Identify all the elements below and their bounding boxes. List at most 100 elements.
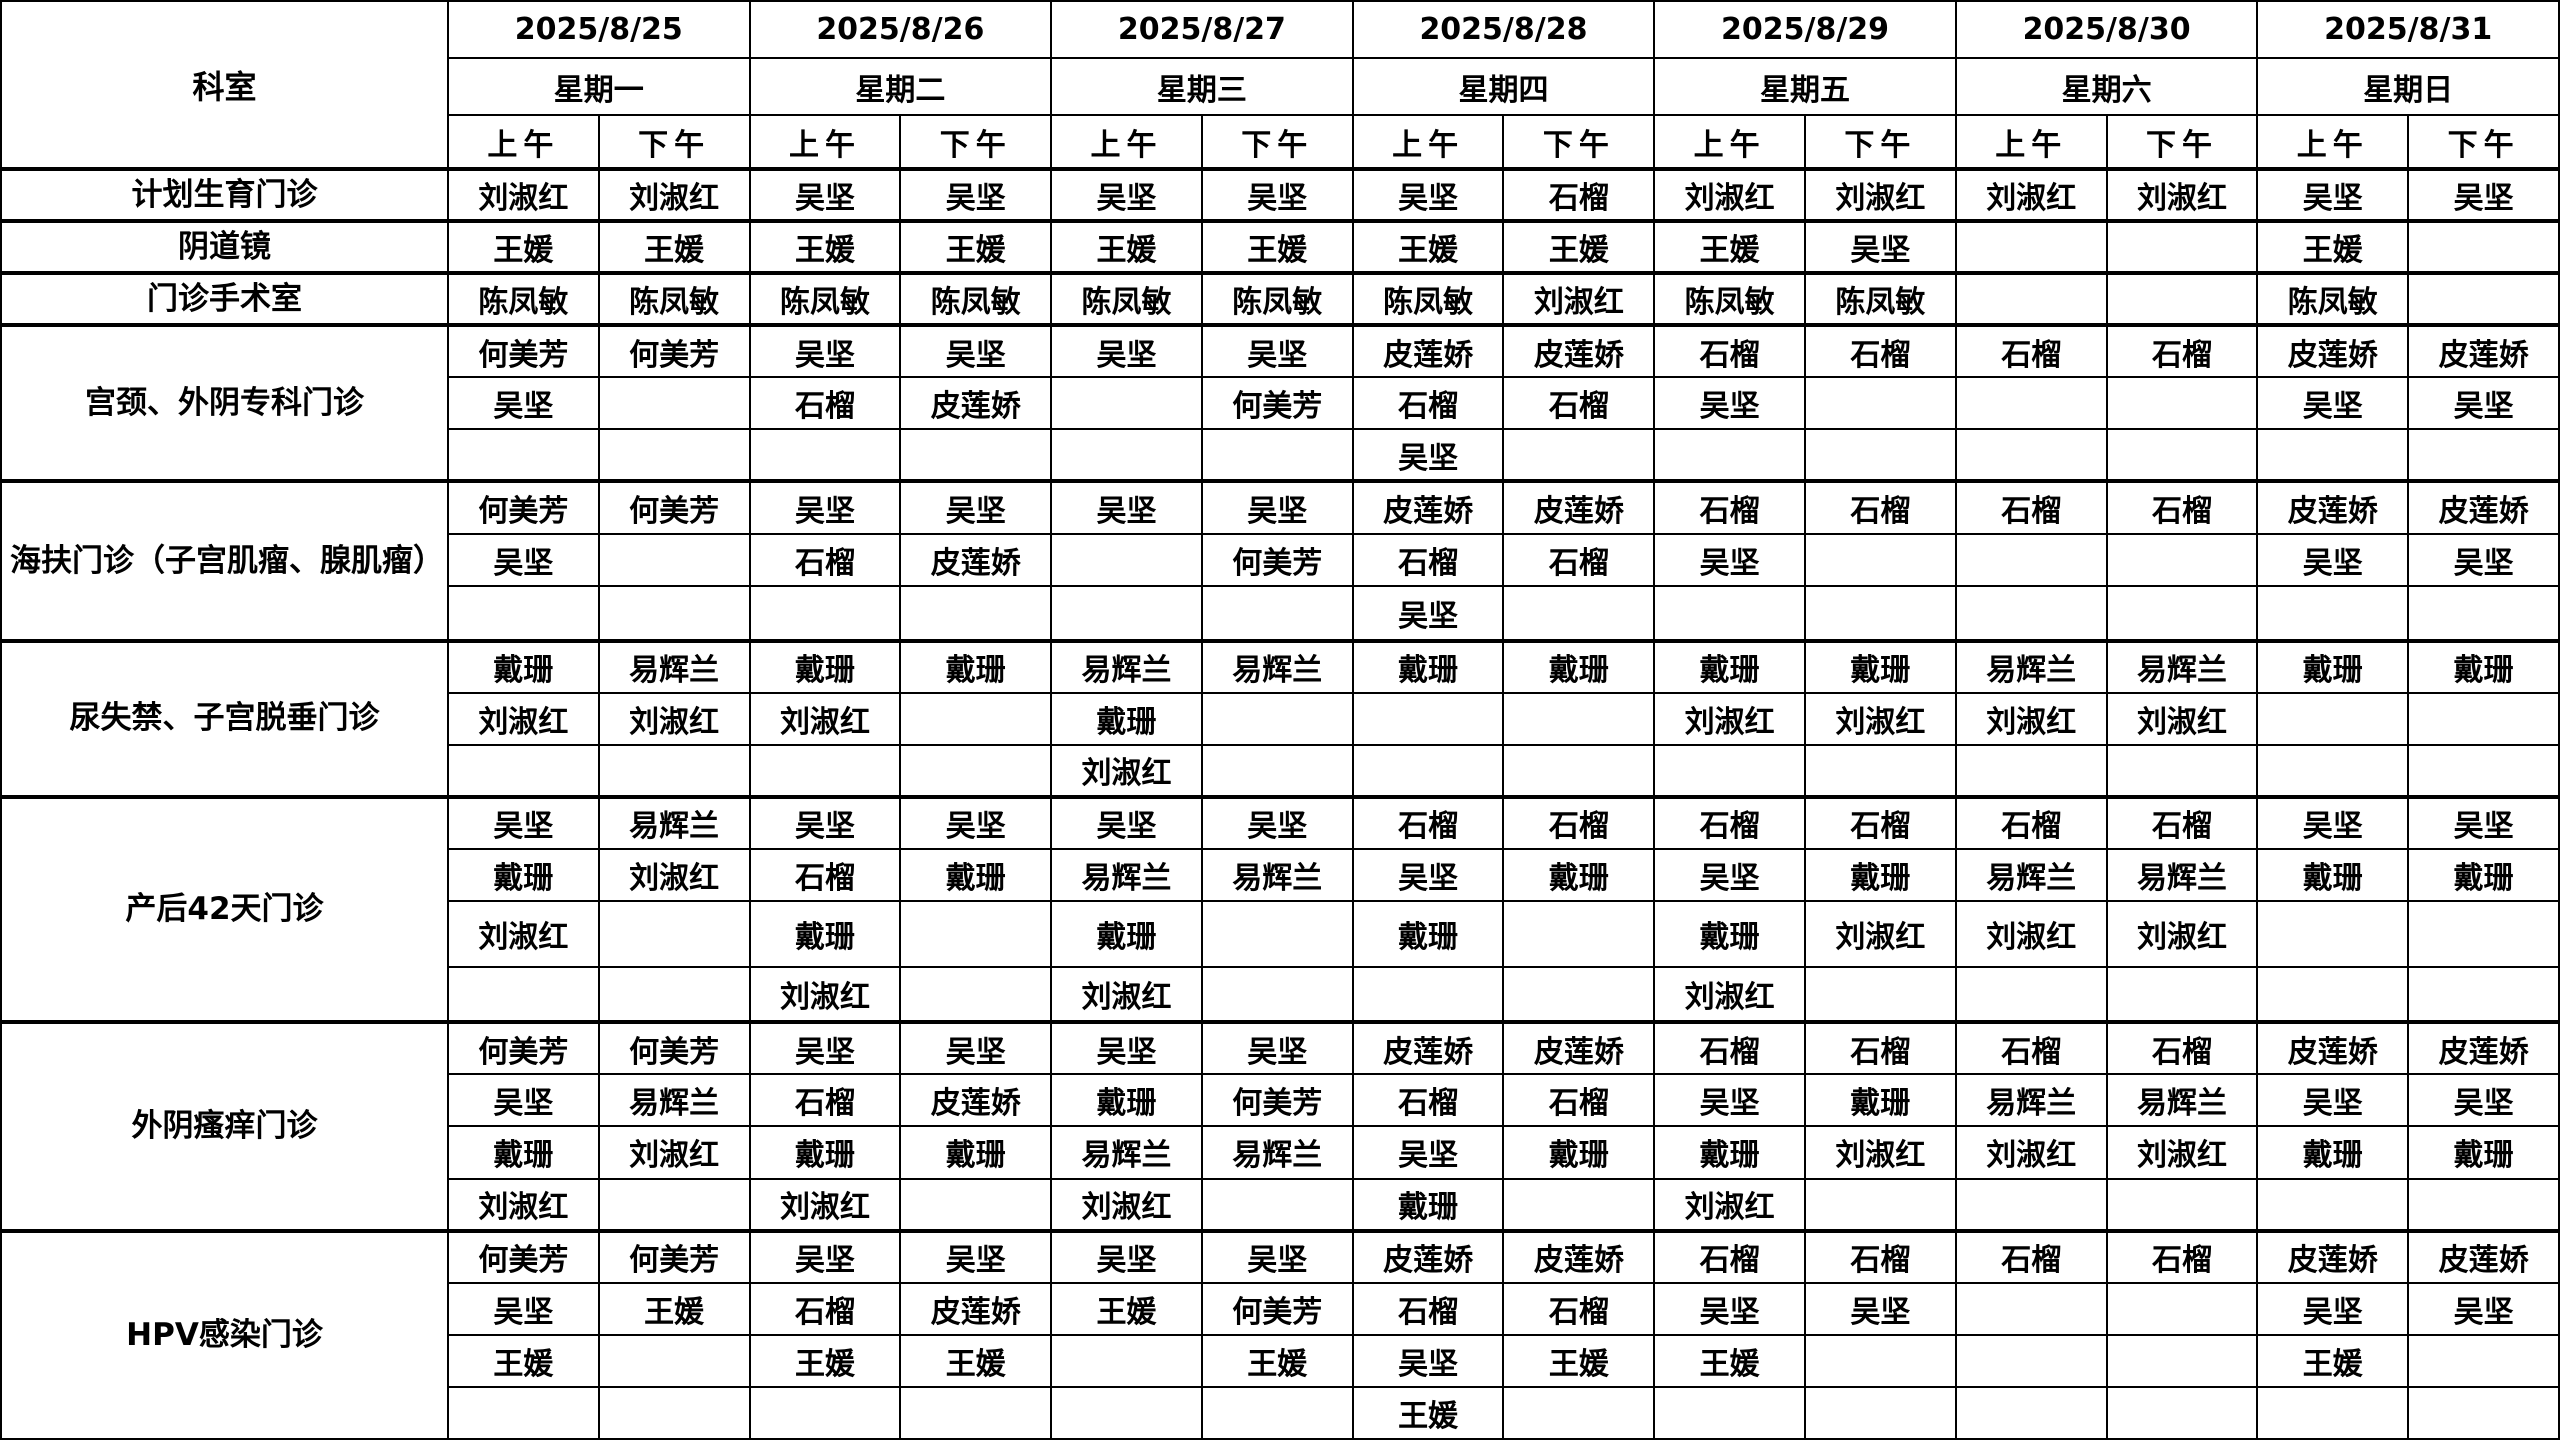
doctor-cell: 易辉兰 <box>597 638 751 694</box>
doctor-cell <box>2105 743 2259 798</box>
doctor-cell <box>899 428 1053 483</box>
doctor-cell: 吴坚 <box>2407 794 2560 851</box>
doctor-cell: 吴坚 <box>2256 794 2410 851</box>
doctor-cell: 戴珊 <box>2256 848 2410 903</box>
doctor-cell: 戴珊 <box>1804 638 1957 694</box>
schedule-row: HPV感染门诊 何美芳 何美芳 吴坚 吴坚 吴坚 吴坚 皮莲娇 皮莲娇 石榴 石榴 石榴 石榴 皮莲娇 皮莲… <box>0 1228 2560 1440</box>
doctor-cell <box>1804 376 1957 431</box>
doctor-cell <box>1351 966 1505 1024</box>
doctor-cell: 王媛 <box>2256 1333 2410 1388</box>
doctor-cell: 吴坚 <box>899 479 1053 535</box>
doctor-cell <box>2407 1385 2560 1440</box>
doctor-cell <box>1804 1333 1957 1388</box>
doctor-cell: 石榴 <box>1804 1020 1957 1076</box>
session-row: 上午 下午 上午 下午 上午 下午 上午 下午 上午 下午 上午 下午 上午 下午 <box>1 114 2560 170</box>
doctor-cell: 皮莲娇 <box>2407 1020 2560 1076</box>
doctor-cell: 戴珊 <box>2407 638 2560 694</box>
doctor-cell: 刘淑红 <box>2105 691 2259 746</box>
doctor-cell: 石榴 <box>748 1281 902 1336</box>
doctor-cell <box>1502 691 1656 746</box>
doctor-cell <box>1502 743 1656 798</box>
schedule-row: 刘淑红 刘淑红 刘淑红 戴珊 刘淑红 刘淑红 刘淑红 刘淑红 <box>1 691 2560 746</box>
doctor-cell <box>2256 1177 2410 1232</box>
doctor-cell: 吴坚 <box>1200 323 1354 379</box>
doctor-cell: 王媛 <box>1050 1281 1203 1336</box>
doctor-cell <box>2105 966 2259 1024</box>
doctor-cell: 戴珊 <box>748 900 902 969</box>
doctor-cell: 王媛 <box>597 1281 751 1336</box>
schedule-row: 吴坚 王媛 石榴 皮莲娇 王媛 何美芳 石榴 石榴 吴坚 吴坚 吴坚 吴坚 <box>1 1281 2560 1336</box>
doctor-cell: 易辉兰 <box>2105 1073 2259 1128</box>
doctor-cell: 刘淑红 <box>748 966 902 1024</box>
doctor-cell: 易辉兰 <box>1050 638 1203 694</box>
doctor-cell: 王媛 <box>1351 1385 1505 1440</box>
doctor-cell <box>1050 584 1203 642</box>
doctor-cell: 刘淑红 <box>2105 166 2259 223</box>
schedule-row: 戴珊 刘淑红 戴珊 戴珊 易辉兰 易辉兰 吴坚 戴珊 戴珊 刘淑红 刘淑红 刘淑红 戴珊 戴珊 <box>1 1125 2560 1180</box>
weekday-header: 星期日 <box>2256 57 2560 116</box>
doctor-cell <box>899 966 1053 1024</box>
doctor-cell <box>1804 966 1957 1024</box>
doctor-cell: 吴坚 <box>2256 532 2410 587</box>
doctor-cell <box>2105 219 2259 275</box>
doctor-cell <box>1502 966 1656 1024</box>
doctor-cell: 刘淑红 <box>1653 166 1807 223</box>
doctor-cell: 吴坚 <box>1050 479 1203 535</box>
doctor-cell <box>1954 1177 2108 1232</box>
doctor-cell: 皮莲娇 <box>899 376 1053 431</box>
doctor-cell <box>597 1177 751 1232</box>
doctor-cell: 刘淑红 <box>1804 691 1957 746</box>
doctor-cell <box>2407 966 2560 1024</box>
doctor-cell: 皮莲娇 <box>1351 479 1505 535</box>
doctor-cell <box>1804 428 1957 483</box>
doctor-cell: 石榴 <box>1804 479 1957 535</box>
doctor-cell <box>1200 428 1354 483</box>
doctor-cell: 易辉兰 <box>2105 848 2259 903</box>
date-header: 2025/8/31 <box>2256 0 2560 59</box>
doctor-cell <box>2256 584 2410 642</box>
doctor-cell: 吴坚 <box>1653 376 1807 431</box>
doctor-cell <box>1050 376 1203 431</box>
department-name: 计划生育门诊 <box>0 166 449 223</box>
doctor-cell: 王媛 <box>1200 1333 1354 1388</box>
doctor-cell <box>2256 900 2410 969</box>
doctor-cell: 皮莲娇 <box>1502 1020 1656 1076</box>
schedule-row: 门诊手术室 陈凤敏 陈凤敏 陈凤敏 陈凤敏 陈凤敏 陈凤敏 陈凤敏 刘淑红 陈凤敏 陈凤敏 陈凤敏 <box>0 271 2560 327</box>
department-name: 尿失禁、子宫脱垂门诊 <box>0 638 449 798</box>
doctor-cell: 刘淑红 <box>447 166 600 223</box>
doctor-cell: 吴坚 <box>899 1020 1053 1076</box>
doctor-cell: 何美芳 <box>447 323 600 379</box>
doctor-cell <box>2256 966 2410 1024</box>
doctor-cell <box>2407 219 2560 275</box>
doctor-cell: 吴坚 <box>1804 219 1957 275</box>
doctor-cell <box>1050 428 1203 483</box>
doctor-cell: 戴珊 <box>1050 691 1203 746</box>
schedule-row: 刘淑红 <box>1 743 2560 798</box>
doctor-cell: 陈凤敏 <box>748 271 902 327</box>
doctor-cell: 王媛 <box>899 219 1053 275</box>
doctor-cell: 吴坚 <box>748 1228 902 1284</box>
doctor-cell: 吴坚 <box>1050 1228 1203 1284</box>
doctor-cell <box>899 900 1053 969</box>
doctor-cell: 吴坚 <box>1050 1020 1203 1076</box>
doctor-cell: 皮莲娇 <box>2407 323 2560 379</box>
doctor-cell: 皮莲娇 <box>899 1073 1053 1128</box>
doctor-cell <box>1502 1385 1656 1440</box>
doctor-cell: 易辉兰 <box>1954 848 2108 903</box>
doctor-cell <box>1351 743 1505 798</box>
doctor-cell: 吴坚 <box>2407 1073 2560 1128</box>
doctor-cell: 皮莲娇 <box>1502 1228 1656 1284</box>
doctor-cell <box>1351 691 1505 746</box>
doctor-cell <box>447 584 600 642</box>
doctor-cell: 何美芳 <box>447 1228 600 1284</box>
doctor-cell <box>1502 900 1656 969</box>
doctor-cell <box>2105 532 2259 587</box>
doctor-cell: 吴坚 <box>1653 848 1807 903</box>
doctor-cell <box>1200 584 1354 642</box>
schedule-row: 王媛 王媛 王媛 王媛 吴坚 王媛 王媛 王媛 <box>1 1333 2560 1388</box>
schedule-row: 吴坚 <box>1 428 2560 483</box>
doctor-cell: 刘淑红 <box>2105 1125 2259 1180</box>
doctor-cell <box>2256 743 2410 798</box>
doctor-cell: 皮莲娇 <box>1351 1228 1505 1284</box>
